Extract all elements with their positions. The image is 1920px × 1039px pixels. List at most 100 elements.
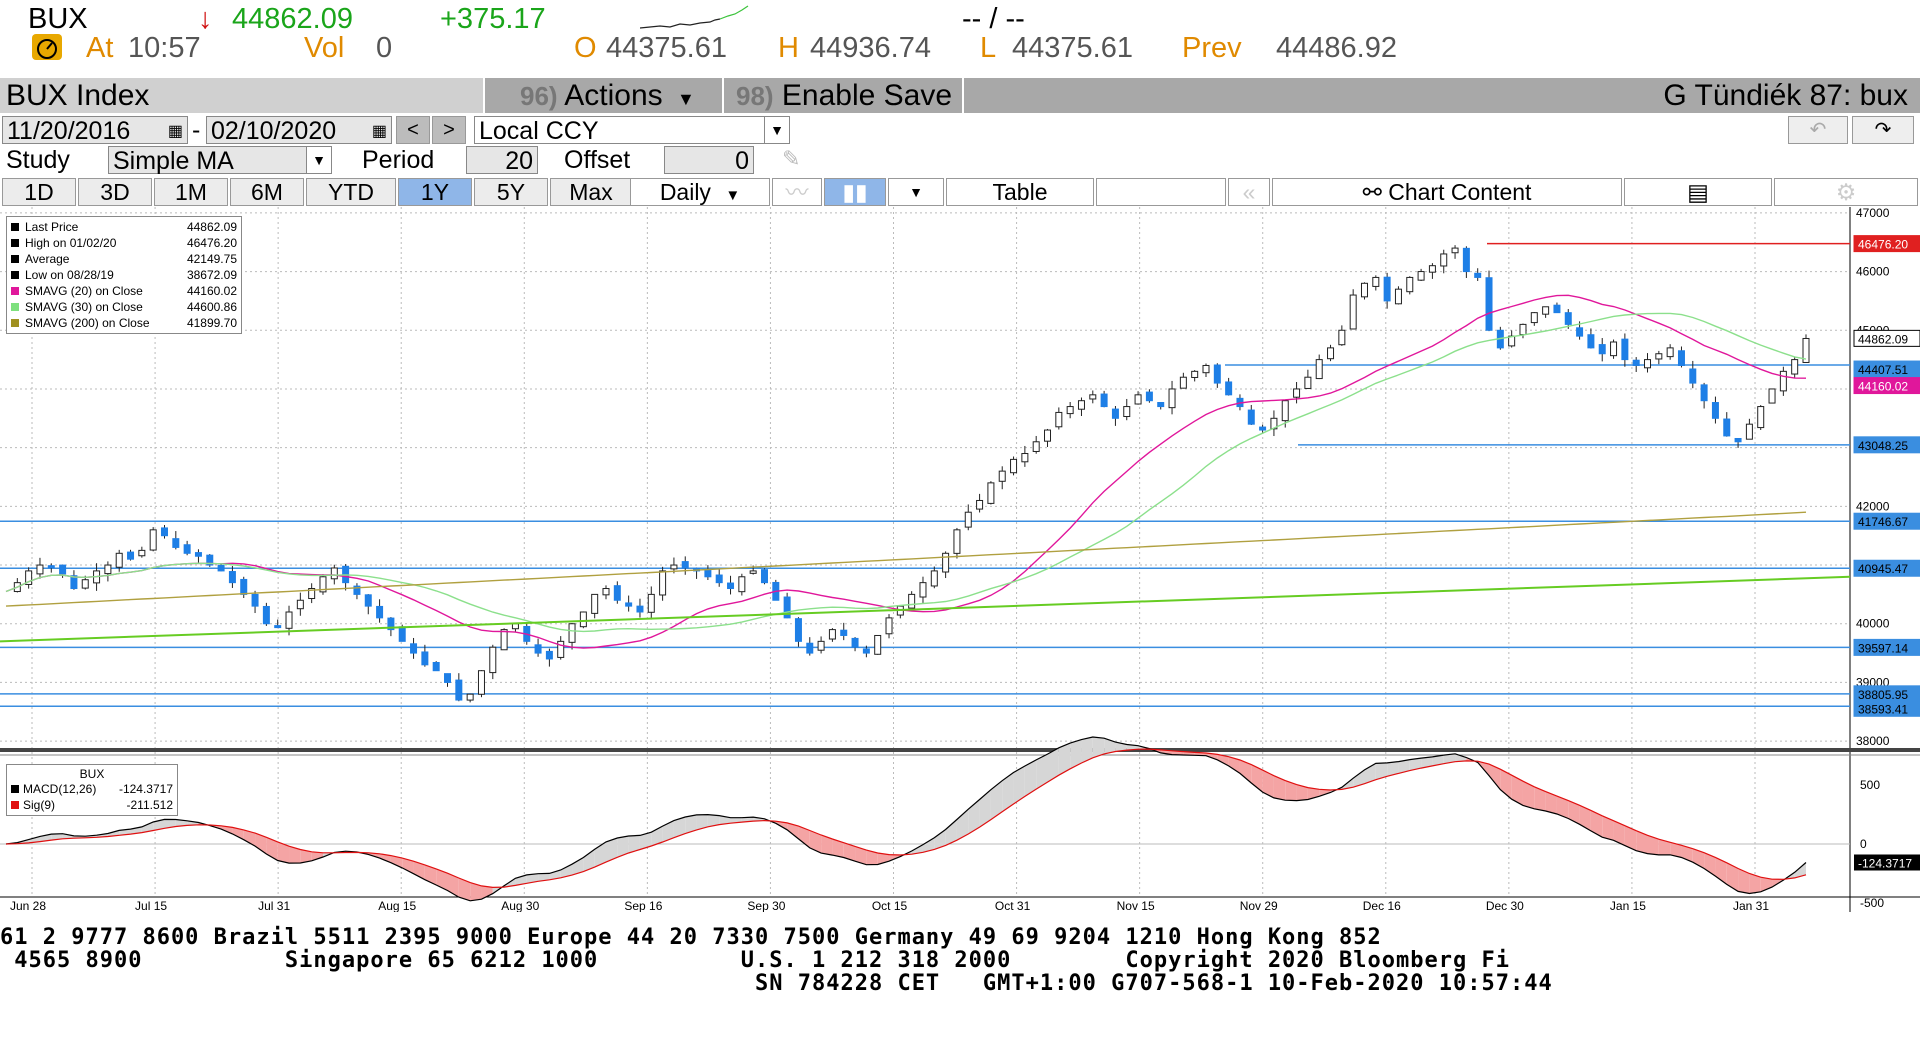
pencil-icon[interactable]: ✎ xyxy=(782,146,801,171)
chart-content-button[interactable]: ⚯ Chart Content xyxy=(1272,178,1622,206)
tab-3d[interactable]: 3D xyxy=(78,178,152,206)
frequency-select[interactable]: Daily ▼ xyxy=(630,178,770,206)
macd-fill xyxy=(1749,873,1761,894)
macd-fill xyxy=(266,837,278,861)
table-button[interactable]: Table xyxy=(946,178,1094,206)
macd-fill xyxy=(594,841,606,868)
legend-swatch xyxy=(11,319,19,327)
footer-line-2: 4565 8900 Singapore 65 6212 1000 U.S. 1 … xyxy=(0,948,1510,973)
caret-down-icon: ▼ xyxy=(725,187,741,204)
calendar-icon[interactable]: ▦ xyxy=(371,123,387,140)
security-name[interactable]: BUX Index xyxy=(0,78,485,113)
candle-body xyxy=(240,578,248,595)
candle-body xyxy=(138,549,146,557)
macd-fill xyxy=(28,836,40,843)
chevron-left-icon[interactable]: < xyxy=(396,116,430,144)
currency-select[interactable]: Local CCY ▼ xyxy=(474,116,790,145)
price-badge-text: 38593.41 xyxy=(1858,702,1908,716)
candle-body xyxy=(410,643,418,654)
candle-body xyxy=(1757,406,1765,429)
legend-label: Low on 08/28/19 xyxy=(25,268,114,282)
macd-fill xyxy=(1285,780,1297,801)
candle-body xyxy=(930,570,938,587)
price-badge xyxy=(1853,638,1920,656)
macd-fill xyxy=(696,814,708,830)
candle-body xyxy=(70,575,78,590)
caret-down-icon[interactable]: ▼ xyxy=(306,147,331,173)
tab-1d[interactable]: 1D xyxy=(2,178,76,206)
bar-chart-icon[interactable]: ▮▮ xyxy=(824,178,886,206)
tab-5y[interactable]: 5Y xyxy=(474,178,548,206)
study-select[interactable]: Simple MA ▼ xyxy=(108,146,332,175)
offset-label: Offset xyxy=(564,146,631,174)
candle-body xyxy=(477,670,485,695)
actions-menu[interactable]: 96) Actions ▼ xyxy=(488,78,724,113)
macd-fill xyxy=(1602,815,1614,841)
macd-legend-row: Sig(9) -211.512 xyxy=(11,797,173,813)
end-date-field[interactable]: 02/10/2020 ▦ xyxy=(206,116,392,145)
legend-value: 44862.09 xyxy=(186,220,237,234)
candle-body xyxy=(308,588,316,600)
macd-fill xyxy=(1624,825,1637,851)
gear-icon[interactable]: ⚙ xyxy=(1774,178,1918,206)
redo-icon[interactable]: ↷ xyxy=(1852,116,1914,144)
pane-separator xyxy=(0,748,1920,752)
candle-body xyxy=(1032,441,1040,452)
candle-body xyxy=(919,582,927,598)
chevron-right-icon[interactable]: > xyxy=(432,116,466,144)
macd-fill xyxy=(606,838,618,863)
offset-input[interactable]: 0 xyxy=(664,146,754,175)
x-tick-label: Jan 15 xyxy=(1610,899,1646,912)
candle-body xyxy=(704,570,712,578)
candle-body xyxy=(466,693,474,701)
candle-body xyxy=(127,551,135,560)
tab-max[interactable]: Max xyxy=(550,178,632,206)
price-chart[interactable]: 4700046000450004400043000420004100040000… xyxy=(0,207,1920,912)
candle-body xyxy=(160,527,168,537)
candle-body xyxy=(1157,402,1165,408)
price-badge-text: 44407.51 xyxy=(1858,363,1908,377)
legend-row: Low on 08/28/19 38672.09 xyxy=(11,267,237,283)
macd-fill xyxy=(1455,753,1467,762)
start-date-field[interactable]: 11/20/2016 ▦ xyxy=(2,116,188,145)
candle-body xyxy=(228,571,236,584)
candle-body xyxy=(262,605,270,625)
macd-fill xyxy=(232,827,244,840)
candle-body xyxy=(908,593,916,609)
caret-down-icon[interactable]: ▼ xyxy=(888,178,944,206)
y-tick-label: 47000 xyxy=(1856,207,1890,220)
double-chevron-left-icon[interactable]: « xyxy=(1228,178,1270,206)
period-input[interactable]: 20 xyxy=(466,146,538,175)
candle-body xyxy=(1010,458,1018,474)
candle-body xyxy=(1689,368,1697,384)
edit-chart-icon[interactable]: ▤ xyxy=(1624,178,1772,206)
undo-icon[interactable]: ↶ xyxy=(1788,116,1848,144)
candle-body xyxy=(591,593,599,614)
candle-body xyxy=(1519,323,1527,336)
macd-fill xyxy=(1273,775,1286,801)
tab-1m[interactable]: 1M xyxy=(154,178,228,206)
legend-swatch xyxy=(11,239,19,247)
candle-body xyxy=(251,593,259,607)
gauge-icon[interactable] xyxy=(32,34,62,60)
open-value: 44375.61 xyxy=(606,32,727,64)
start-date-value: 11/20/2016 xyxy=(7,117,131,145)
macd-fill xyxy=(1024,759,1037,797)
currency-value: Local CCY xyxy=(479,117,599,145)
calendar-icon[interactable]: ▦ xyxy=(167,123,183,140)
candle-body xyxy=(953,529,961,554)
line-chart-icon[interactable]: 〰 xyxy=(772,178,822,206)
caret-down-icon[interactable]: ▼ xyxy=(764,117,789,143)
tab-6m[interactable]: 6M xyxy=(230,178,304,206)
tab-ytd[interactable]: YTD xyxy=(306,178,396,206)
macd-fill xyxy=(1568,800,1580,825)
candle-body xyxy=(444,673,452,683)
enable-save-button[interactable]: 98) Enable Save xyxy=(726,78,964,113)
tab-1y[interactable]: 1Y xyxy=(398,178,472,206)
candle-body xyxy=(1677,350,1685,366)
macd-fill xyxy=(481,885,493,900)
macd-fill xyxy=(255,833,267,854)
candle-body xyxy=(760,569,768,584)
candle-body xyxy=(1779,370,1787,392)
macd-fill xyxy=(1409,758,1422,771)
